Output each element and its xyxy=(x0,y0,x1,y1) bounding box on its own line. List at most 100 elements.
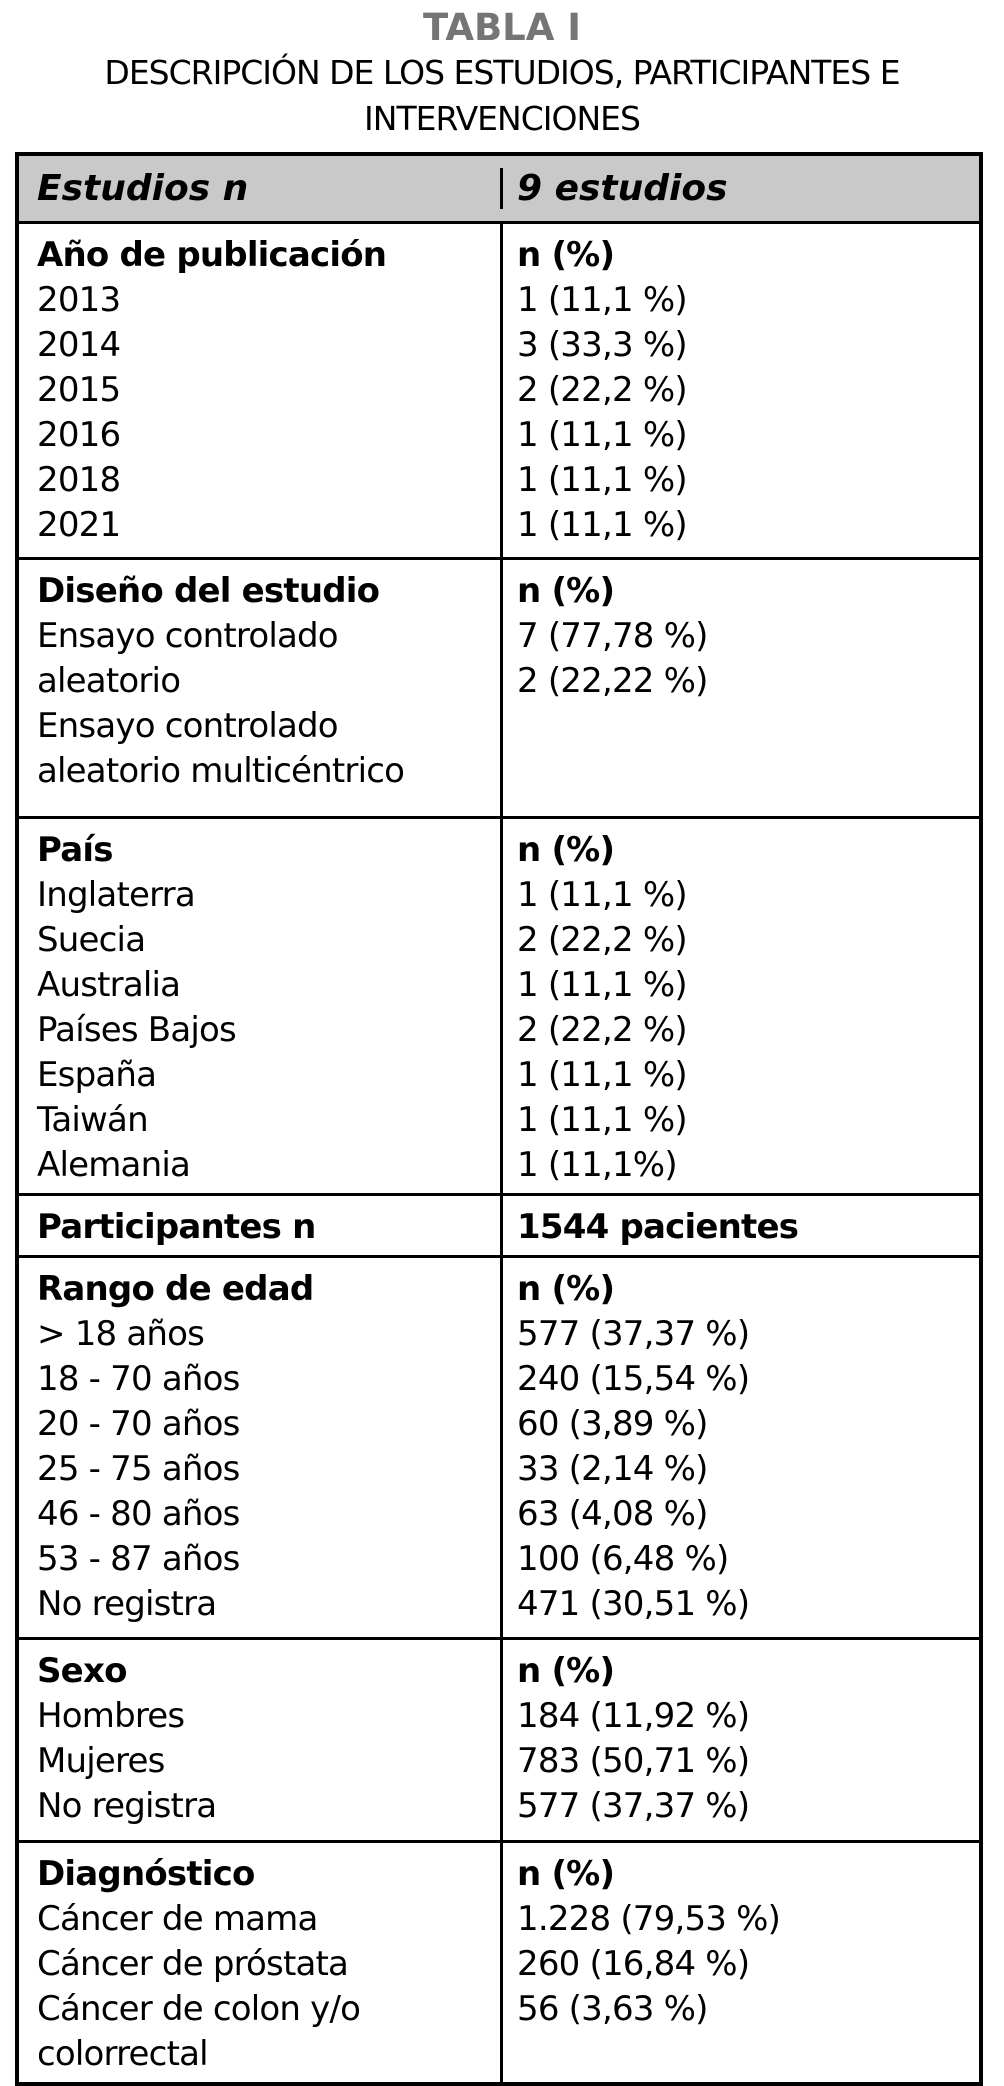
row-value: 100 (6,48 %) xyxy=(517,1539,729,1579)
row-label: Hombres xyxy=(37,1696,185,1736)
row-label: Diseño del estudio xyxy=(37,571,380,611)
section-right-cell: n (%) 577 (37,37 %) 240 (15,54 %) 60 (3,89 … xyxy=(500,1258,979,1637)
row-value: n (%) xyxy=(517,571,615,611)
row-label: Inglaterra xyxy=(37,875,196,915)
row-label: 53 - 87 años xyxy=(37,1539,240,1579)
row-label: España xyxy=(37,1055,157,1095)
row-label: Cáncer de colon y/o xyxy=(37,1989,361,2029)
section-left-cell: Año de publicación 2013 2014 2015 2016 2018 20… xyxy=(19,224,500,557)
table-body: Año de publicación 2013 2014 2015 2016 2018 20… xyxy=(19,221,979,2082)
row-label: Alemania xyxy=(37,1145,191,1185)
section-left-cell: Diagnóstico Cáncer de mama Cáncer de próst… xyxy=(19,1843,500,2082)
row-label: 2018 xyxy=(37,460,121,500)
row-value: 1 (11,1 %) xyxy=(517,415,688,455)
section-right-cell: n (%) 1 (11,1 %) 3 (33,3 %) 2 (22,2 %) 1 (11… xyxy=(500,224,979,557)
row-value: 577 (37,37 %) xyxy=(517,1786,750,1826)
row-label: Sexo xyxy=(37,1651,127,1691)
row-value: 2 (22,2 %) xyxy=(517,1010,688,1050)
data-table: Estudios n 9 estudios Año de publicación… xyxy=(15,152,983,2086)
row-value: n (%) xyxy=(517,235,615,275)
row-label: 2016 xyxy=(37,415,121,455)
row-value: 1 (11,1 %) xyxy=(517,505,688,545)
header-cell-estudios: Estudios n xyxy=(37,168,249,209)
section-left-cell: País Inglaterra Suecia Australia Países Bajo… xyxy=(19,819,500,1193)
section-right-cell: n (%) 1 (11,1 %) 2 (22,2 %) 1 (11,1 %) 2 (22… xyxy=(500,819,979,1193)
row-value: 3 (33,3 %) xyxy=(517,325,688,365)
table-subtitle-line2: INTERVENCIONES xyxy=(364,99,641,138)
row-label: Países Bajos xyxy=(37,1010,237,1050)
section-left-cell: Sexo Hombres Mujeres No registra xyxy=(19,1640,500,1840)
row-label: colorrectal xyxy=(37,2034,209,2074)
row-value: 2 (22,22 %) xyxy=(517,661,708,701)
row-value: 1.228 (79,53 %) xyxy=(517,1899,781,1939)
table-title: TABLA I xyxy=(422,6,582,49)
row-label: Suecia xyxy=(37,920,146,960)
row-value: n (%) xyxy=(517,830,615,870)
row-value: n (%) xyxy=(517,1651,615,1691)
row-label: > 18 años xyxy=(37,1314,205,1354)
row-value: 1 (11,1 %) xyxy=(517,460,688,500)
row-label: 2014 xyxy=(37,325,121,365)
row-label: 25 - 75 años xyxy=(37,1449,240,1489)
row-label: No registra xyxy=(37,1584,217,1624)
row-label: 2013 xyxy=(37,280,121,320)
row-label: 2021 xyxy=(37,505,121,545)
row-label: Australia xyxy=(37,965,181,1005)
table-section-participantes: Participantes n 1544 pacientes xyxy=(19,1193,979,1255)
row-value: 1 (11,1 %) xyxy=(517,965,688,1005)
row-label: 2015 xyxy=(37,370,121,410)
row-value: 2 (22,2 %) xyxy=(517,920,688,960)
row-label: 46 - 80 años xyxy=(37,1494,240,1534)
row-value: 1 (11,1 %) xyxy=(517,1055,688,1095)
row-value: n (%) xyxy=(517,1269,615,1309)
row-value: 1544 pacientes xyxy=(517,1207,799,1247)
row-value: 240 (15,54 %) xyxy=(517,1359,750,1399)
table-section-pais: País Inglaterra Suecia Australia Países Bajo… xyxy=(19,816,979,1193)
section-right-cell: n (%) 7 (77,78 %) 2 (22,22 %) xyxy=(500,560,979,816)
row-value: 471 (30,51 %) xyxy=(517,1584,750,1624)
row-value: 1 (11,1 %) xyxy=(517,875,688,915)
row-label: Rango de edad xyxy=(37,1269,314,1309)
row-label: 20 - 70 años xyxy=(37,1404,240,1444)
row-value: 63 (4,08 %) xyxy=(517,1494,708,1534)
row-value: n (%) xyxy=(517,1854,615,1894)
row-label: Año de publicación xyxy=(37,235,387,275)
section-right-cell: n (%) 1.228 (79,53 %) 260 (16,84 %) 56 (3,6… xyxy=(500,1843,979,2082)
row-label: Cáncer de mama xyxy=(37,1899,318,1939)
row-label: aleatorio xyxy=(37,661,181,701)
row-value: 1 (11,1 %) xyxy=(517,1100,688,1140)
section-left-cell: Rango de edad > 18 años 18 - 70 años 20 - 7… xyxy=(19,1258,500,1637)
row-value: 184 (11,92 %) xyxy=(517,1696,750,1736)
row-value: 2 (22,2 %) xyxy=(517,370,688,410)
row-label: Participantes n xyxy=(37,1207,316,1247)
row-value: 783 (50,71 %) xyxy=(517,1741,750,1781)
header-cell-total: 9 estudios xyxy=(500,168,979,209)
section-left-cell: Participantes n xyxy=(19,1196,500,1255)
row-value: 577 (37,37 %) xyxy=(517,1314,750,1354)
section-left-cell: Diseño del estudio Ensayo controlado aleat… xyxy=(19,560,500,816)
table-header-row: Estudios n 9 estudios xyxy=(19,156,979,221)
row-label: 18 - 70 años xyxy=(37,1359,240,1399)
section-right-cell: 1544 pacientes xyxy=(500,1196,979,1255)
row-label: aleatorio multicéntrico xyxy=(37,751,405,791)
row-label: Ensayo controlado xyxy=(37,616,339,656)
row-label: Taiwán xyxy=(37,1100,149,1140)
row-label: No registra xyxy=(37,1786,217,1826)
row-value: 1 (11,1 %) xyxy=(517,280,688,320)
row-value: 7 (77,78 %) xyxy=(517,616,708,656)
row-label: Diagnóstico xyxy=(37,1854,255,1894)
table-section-diseno-del-estudio: Diseño del estudio Ensayo controlado aleat… xyxy=(19,557,979,816)
table-section-sexo: Sexo Hombres Mujeres No registra n (%) 184 (1… xyxy=(19,1637,979,1840)
row-label: Cáncer de próstata xyxy=(37,1944,349,1984)
table-section-diagnostico: Diagnóstico Cáncer de mama Cáncer de próst… xyxy=(19,1840,979,2082)
row-value: 260 (16,84 %) xyxy=(517,1944,750,1984)
section-right-cell: n (%) 184 (11,92 %) 783 (50,71 %) 577 (37,3… xyxy=(500,1640,979,1840)
table-section-anio-publicacion: Año de publicación 2013 2014 2015 2016 2018 20… xyxy=(19,221,979,557)
row-value: 1 (11,1%) xyxy=(517,1145,678,1185)
row-value: 60 (3,89 %) xyxy=(517,1404,708,1444)
table-section-rango-de-edad: Rango de edad > 18 años 18 - 70 años 20 - 7… xyxy=(19,1255,979,1637)
table-subtitle-line1: DESCRIPCIÓN DE LOS ESTUDIOS, PARTICIPANT… xyxy=(104,53,900,92)
row-value: 33 (2,14 %) xyxy=(517,1449,708,1489)
row-label: Mujeres xyxy=(37,1741,165,1781)
row-label: Ensayo controlado xyxy=(37,706,339,746)
